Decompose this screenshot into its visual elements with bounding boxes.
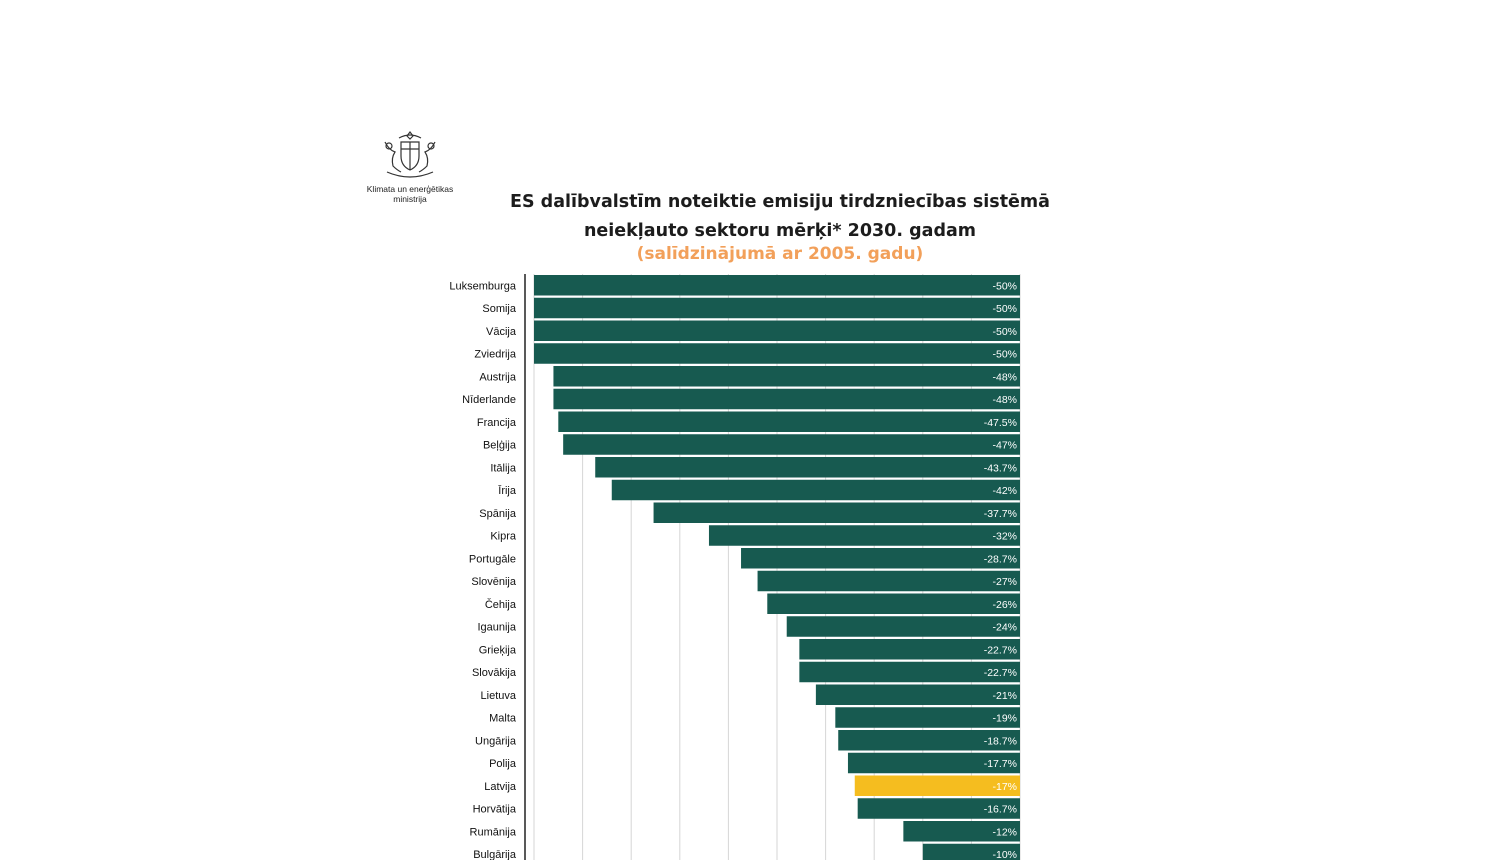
value-label: -37.7% <box>984 508 1017 520</box>
value-label: -27% <box>992 576 1017 588</box>
bar-21 <box>847 752 1020 774</box>
category-label: Francija <box>477 417 517 429</box>
value-label: -12% <box>992 826 1017 838</box>
category-label: Malta <box>489 713 517 725</box>
category-label: Itālija <box>490 462 517 474</box>
category-label: Čehija <box>485 598 517 611</box>
bar-13 <box>757 570 1020 592</box>
value-label: -18.7% <box>984 735 1017 747</box>
category-label: Portugāle <box>469 553 516 565</box>
value-label: -19% <box>992 713 1017 725</box>
bar-3 <box>534 343 1020 364</box>
value-label: -22.7% <box>984 667 1017 679</box>
value-label: -22.7% <box>984 644 1017 656</box>
value-label: -42% <box>992 485 1017 497</box>
value-label: -32% <box>992 531 1017 543</box>
category-label: Luksemburga <box>449 280 517 292</box>
bar-1 <box>534 297 1020 319</box>
value-label: -50% <box>992 280 1017 292</box>
category-label: Zviedrija <box>474 349 516 361</box>
bar-6 <box>558 411 1020 432</box>
bar-0 <box>534 275 1020 296</box>
bar-2 <box>534 320 1020 341</box>
coat-of-arms-icon <box>384 131 436 178</box>
bar-23 <box>857 798 1020 819</box>
category-label: Beļģija <box>483 439 517 452</box>
bar-7 <box>563 434 1020 455</box>
chart-title-line-2: neiekļauto sektoru mērķi* 2030. gadam <box>583 221 977 241</box>
value-label: -21% <box>992 690 1017 702</box>
value-label: -17% <box>992 781 1017 793</box>
category-label: Vācija <box>486 326 517 338</box>
bar-12 <box>741 548 1020 569</box>
chart-title: ES dalībvalstīm noteiktie emisiju tirdzn… <box>430 188 1130 246</box>
ministry-logo: Klimata un enerģētikas ministrija <box>360 128 460 204</box>
category-label: Slovēnija <box>471 576 517 588</box>
category-label: Slovākija <box>472 667 517 679</box>
category-label: Latvija <box>484 781 517 793</box>
category-label: Grieķija <box>479 644 517 656</box>
bar-24 <box>903 821 1020 842</box>
value-label: -47.5% <box>984 417 1017 429</box>
chart-title-line-1: ES dalībvalstīm noteiktie emisiju tirdzn… <box>510 192 1050 212</box>
chart-subtitle: (salīdzinājumā ar 2005. gadu) <box>636 244 924 264</box>
value-label: -43.7% <box>984 462 1017 474</box>
logo-line-2: ministrija <box>393 194 427 204</box>
category-label: Igaunija <box>477 622 516 634</box>
bar-11 <box>708 525 1020 546</box>
bar-10 <box>653 502 1020 523</box>
category-label: Rumānija <box>470 826 517 838</box>
value-label: -17.7% <box>984 758 1017 770</box>
category-label: Kipra <box>490 531 517 543</box>
category-label: Nīderlande <box>462 394 516 406</box>
bar-4 <box>553 366 1020 387</box>
category-label: Polija <box>489 758 517 770</box>
bar-19 <box>835 707 1020 728</box>
bar-5 <box>553 388 1020 410</box>
bar-25 <box>922 843 1020 860</box>
bar-14 <box>767 593 1020 614</box>
value-label: -48% <box>992 394 1017 406</box>
value-label: -50% <box>992 303 1017 315</box>
value-label: -48% <box>992 371 1017 383</box>
bar-9 <box>611 479 1020 501</box>
value-label: -16.7% <box>984 804 1017 816</box>
category-label: Īrija <box>498 485 517 497</box>
category-label: Bulgārija <box>473 849 517 860</box>
bar-17 <box>799 661 1020 683</box>
category-label: Ungārija <box>475 735 517 747</box>
value-label: -50% <box>992 349 1017 361</box>
bar-8 <box>595 457 1020 478</box>
category-label: Somija <box>482 303 517 315</box>
value-label: -10% <box>992 849 1017 860</box>
bar-16 <box>799 639 1020 660</box>
bar-20 <box>838 730 1020 751</box>
bar-22 <box>854 775 1020 796</box>
category-label: Lietuva <box>481 690 517 702</box>
value-label: -28.7% <box>984 553 1017 565</box>
value-label: -50% <box>992 326 1017 338</box>
category-label: Horvātija <box>473 804 517 816</box>
value-label: -24% <box>992 622 1017 634</box>
category-label: Spānija <box>479 508 517 520</box>
value-label: -26% <box>992 599 1017 611</box>
value-label: -47% <box>992 440 1017 452</box>
bar-15 <box>786 616 1020 637</box>
logo-line-1: Klimata un enerģētikas <box>366 184 454 194</box>
bar-18 <box>815 684 1020 705</box>
category-label: Austrija <box>479 371 517 383</box>
